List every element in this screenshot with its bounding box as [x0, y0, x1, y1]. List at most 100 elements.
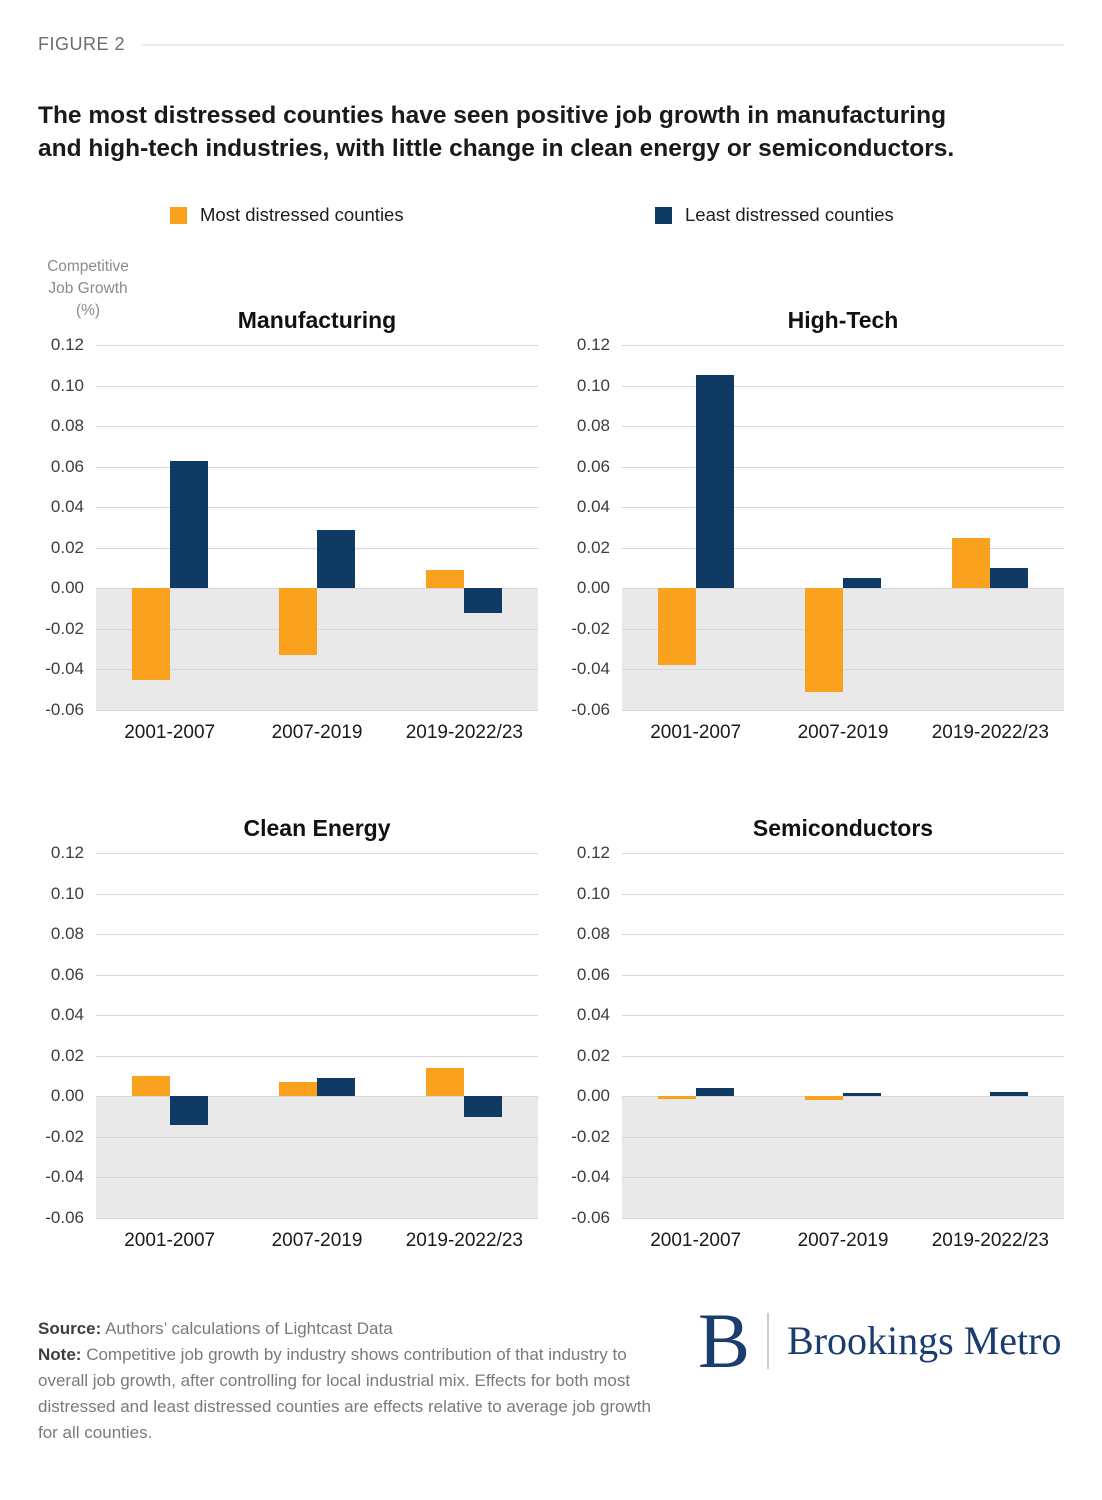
bar-least-distressed — [843, 1093, 881, 1097]
y-tick-label: 0.04 — [50, 497, 84, 517]
y-axis-labels: 0.12 0.10 0.08 0.06 0.04 0.02 0.00 -0.02 -0.04 -0… — [564, 335, 622, 719]
plot-area — [96, 345, 538, 711]
x-tick-label: 2001-2007 — [124, 1230, 216, 1251]
y-tick-label: 0.08 — [50, 924, 84, 944]
gridline — [622, 853, 1064, 854]
y-tick-label: 0.06 — [50, 456, 84, 476]
y-axis-labels: 0.12 0.10 0.08 0.06 0.04 0.02 0.00 -0.02 -0.04 -0… — [564, 843, 622, 1227]
y-tick-label: -0.02 — [571, 618, 610, 638]
y-tick-label: 0.12 — [50, 335, 84, 354]
x-tick-label: 2001-2007 — [124, 722, 216, 743]
logo-divider — [767, 1313, 770, 1370]
y-tick-label: 0.06 — [50, 964, 84, 984]
footer-notes: Source: Authors’ calculations of Lightca… — [38, 1316, 652, 1446]
y-tick-label: 0.06 — [576, 456, 610, 476]
gridline — [96, 974, 538, 976]
bar-most-distressed — [426, 1067, 465, 1097]
plot-area — [622, 345, 1064, 711]
y-tick-label: -0.06 — [571, 1208, 610, 1227]
bar-most-distressed — [805, 588, 843, 692]
chart-high-tech: High-Tech 0.12 0.10 0.08 0.06 0.04 0.02 0.00 -0.… — [564, 295, 1064, 746]
x-tick-label: 2019-2022/23 — [405, 722, 523, 743]
x-tick-label: 2019-2022/23 — [931, 722, 1049, 743]
legend-label-least-distressed: Least distressed counties — [685, 204, 894, 225]
gridline — [96, 1218, 538, 1219]
source-line: Source: Authors’ calculations of Lightca… — [38, 1316, 652, 1342]
y-tick-label: 0.08 — [50, 416, 84, 436]
y-axis-title: Competitive Job Growth (%) — [47, 258, 129, 319]
chart-row: 0.12 0.10 0.08 0.06 0.04 0.02 0.00 -0.02 -0.04 -0… — [564, 335, 1064, 719]
negative-region — [622, 1096, 1064, 1218]
chart-title-manufacturing: Manufacturing — [237, 306, 397, 333]
gridline — [96, 853, 538, 854]
gridline — [96, 669, 538, 671]
gridline — [96, 1177, 538, 1179]
negative-region — [622, 588, 1064, 710]
y-tick-label: 0.00 — [576, 578, 610, 598]
brookings-logo-name: Brookings Metro — [787, 1318, 1062, 1364]
bar-least-distressed — [990, 568, 1029, 589]
y-tick-label: 0.12 — [50, 843, 84, 862]
gridline — [96, 426, 538, 428]
gridline — [96, 934, 538, 936]
gridline — [622, 547, 1064, 549]
gridline — [622, 893, 1064, 895]
gridline — [96, 710, 538, 711]
gridline — [96, 1096, 538, 1098]
page-title: The most distressed counties have seen p… — [38, 100, 1064, 166]
gridline — [96, 385, 538, 387]
y-tick-label: 0.00 — [576, 1086, 610, 1106]
gridline — [622, 1096, 1064, 1098]
y-tick-label: 0.04 — [576, 1005, 610, 1025]
gridline — [622, 426, 1064, 428]
legend-item-least-distressed: Least distressed counties — [655, 204, 894, 226]
x-axis-labels: 2001-2007 2007-2019 2019-2022/23 — [622, 1218, 1064, 1254]
y-tick-label: 0.04 — [50, 1005, 84, 1025]
gridline — [622, 588, 1064, 590]
y-tick-label: 0.06 — [576, 964, 610, 984]
gridline — [96, 588, 538, 590]
gridline — [96, 1055, 538, 1057]
bar-most-distressed — [426, 570, 465, 589]
header-rule — [141, 43, 1064, 46]
y-tick-label: 0.02 — [50, 537, 84, 557]
y-tick-label: 0.02 — [576, 1045, 610, 1065]
x-tick-label: 2001-2007 — [650, 1230, 742, 1251]
bar-least-distressed — [843, 578, 881, 589]
gridline — [96, 893, 538, 895]
x-tick-label: 2007-2019 — [271, 722, 363, 743]
chart-title-high-tech: High-Tech — [787, 306, 899, 333]
brookings-logo-mark: B — [698, 1297, 751, 1384]
x-axis-labels: 2001-2007 2007-2019 2019-2022/23 — [622, 710, 1064, 746]
y-tick-label: -0.04 — [45, 1167, 84, 1187]
source-text: Authors’ calculations of Lightcast Data — [105, 1319, 393, 1338]
x-tick-label: 2019-2022/23 — [405, 1230, 523, 1251]
gridline — [622, 628, 1064, 630]
gridline — [622, 507, 1064, 509]
bar-most-distressed — [657, 588, 696, 666]
bar-least-distressed — [317, 529, 355, 589]
y-tick-label: -0.04 — [571, 659, 610, 679]
plot-area — [96, 853, 538, 1219]
chart-clean-energy: Clean Energy 0.12 0.10 0.08 0.06 0.04 0.02 0.00… — [38, 803, 538, 1254]
y-tick-label: -0.02 — [45, 1126, 84, 1146]
chart-title-clean-energy: Clean Energy — [243, 814, 391, 841]
y-tick-label: 0.12 — [576, 843, 610, 862]
y-tick-label: 0.08 — [576, 416, 610, 436]
x-tick-label: 2007-2019 — [797, 1230, 889, 1251]
bar-least-distressed — [464, 1096, 503, 1117]
bar-least-distressed — [990, 1092, 1029, 1097]
y-tick-label: 0.00 — [50, 1086, 84, 1106]
bar-least-distressed — [695, 1088, 734, 1097]
y-tick-label: 0.10 — [576, 883, 610, 903]
y-tick-label: -0.06 — [45, 700, 84, 719]
bar-least-distressed — [464, 588, 503, 613]
gridline — [622, 1055, 1064, 1057]
legend-label-most-distressed: Most distressed counties — [200, 204, 404, 225]
figure-header: FIGURE 2 — [38, 34, 1064, 55]
gridline — [622, 1177, 1064, 1179]
y-tick-label: -0.06 — [45, 1208, 84, 1227]
gridline — [96, 345, 538, 346]
x-tick-label: 2019-2022/23 — [931, 1230, 1049, 1251]
gridline — [622, 1136, 1064, 1138]
